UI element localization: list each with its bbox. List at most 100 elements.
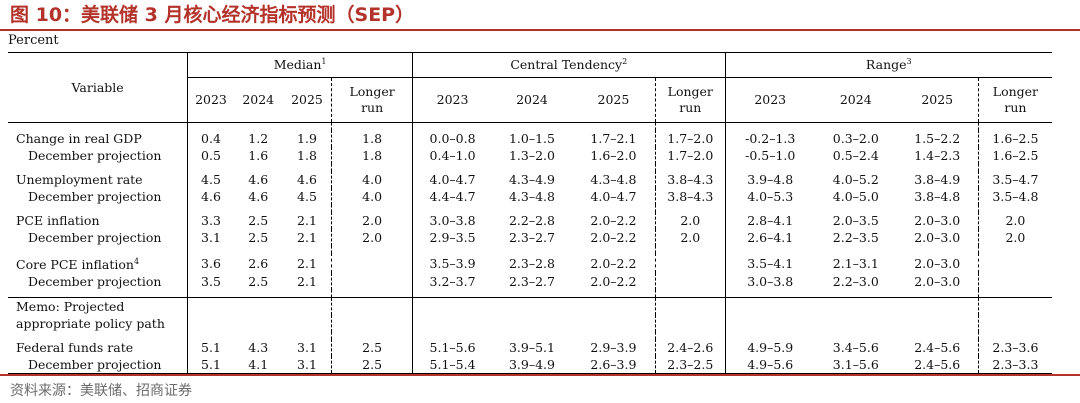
spacer-cell [234, 290, 283, 298]
range-value: 1.4–2.3 [914, 148, 961, 163]
range-value: 4.0–5.3 [724, 188, 815, 205]
spacer-cell [234, 123, 283, 131]
median-value: 4.6 [248, 172, 269, 187]
memo-cell [897, 315, 979, 332]
table-row: PCE inflation 3.3 2.5 2.1 2.0 3.0–3.8 2.2–2.8 2… [8, 212, 1052, 229]
spacer-cell [187, 164, 234, 171]
memo-cell [571, 297, 656, 316]
spacer-cell [283, 205, 332, 212]
variable-header: Variable [8, 52, 188, 123]
median-value: 3.1 [282, 356, 332, 375]
median-value: 1.8 [331, 130, 413, 147]
memo-cell [724, 315, 815, 333]
row-label-text: Change in real GDP [16, 131, 142, 146]
spacer-cell [187, 205, 234, 212]
spacer-cell [331, 164, 413, 171]
spacer-cell [492, 246, 572, 253]
memo-cell [655, 315, 726, 333]
ct-value: 3.5–3.9 [411, 253, 493, 274]
median-value: 1.9 [297, 131, 317, 146]
range-value: 3.4–5.6 [832, 340, 879, 356]
spacer-cell [572, 246, 656, 253]
median-value: 2.5 [248, 230, 269, 245]
spacer-cell [724, 164, 815, 171]
spacer-cell [492, 164, 572, 171]
range-value: 2.1–3.1 [832, 255, 879, 271]
memo-cell [815, 315, 897, 332]
spacer-cell [572, 164, 656, 171]
range-value: 4.9–5.6 [724, 356, 815, 375]
spacer-cell [283, 246, 332, 253]
spacer-cell [331, 290, 413, 298]
spacer-cell [283, 290, 332, 298]
median-value: 3.6 [187, 253, 234, 274]
memo-cell [655, 297, 726, 316]
range-value: 2.6–4.1 [724, 229, 815, 246]
row-label: PCE inflation [8, 212, 188, 229]
memo-cell [233, 297, 283, 316]
row-spacer [8, 246, 1052, 253]
median-value [331, 253, 413, 274]
ct-value: 4.3–4.8 [508, 189, 555, 204]
ct-value: 5.1–5.6 [411, 339, 493, 357]
spacer-cell [724, 122, 815, 130]
range-value: 2.3–3.3 [977, 356, 1052, 375]
ct-value [655, 273, 726, 291]
spacer-cell [724, 290, 815, 298]
ct-value: 2.6–3.9 [571, 356, 656, 375]
spacer-cell [411, 246, 493, 253]
median-value: 4.1 [233, 356, 283, 375]
spacer-cell [492, 205, 572, 212]
median-value: 2.0 [331, 212, 413, 229]
median-value: 4.6 [297, 172, 317, 187]
spacer-cell [897, 332, 979, 339]
ct-value: 4.3–4.8 [590, 172, 637, 187]
spacer-cell [655, 332, 726, 340]
range-header: Range3 [724, 52, 1052, 78]
median-value: 2.0 [331, 229, 413, 246]
row-spacer [8, 332, 1052, 340]
range-value: 2.4–5.6 [896, 356, 979, 375]
row-spacer [8, 205, 1052, 212]
title-rule [0, 29, 1080, 31]
spacer-cell [724, 246, 815, 253]
ct-value: 1.7–2.1 [590, 131, 637, 146]
row-label: December projection [8, 229, 188, 246]
ct-value: 1.7–2.0 [655, 130, 726, 147]
median-value: 2.5 [248, 274, 269, 290]
spacer-cell [655, 122, 726, 130]
memo-cell [492, 297, 572, 316]
spacer-cell [724, 205, 815, 212]
median-value: 1.8 [331, 147, 413, 164]
spacer-cell [283, 164, 332, 171]
spacer-cell [815, 332, 897, 339]
spacer-cell [411, 290, 493, 298]
spacer-cell [234, 332, 283, 339]
median-value: 5.1 [187, 356, 234, 375]
row-label-text: December projection [28, 189, 162, 204]
spacer-cell [187, 246, 234, 253]
range-value: 2.0–3.0 [914, 274, 961, 290]
range-value: 1.6–2.5 [977, 147, 1052, 164]
spacer-cell [411, 332, 493, 340]
ct-value: 2.3–2.7 [508, 274, 555, 290]
spacer-cell [234, 164, 283, 171]
spacer-cell [815, 123, 897, 131]
spacer-cell [331, 246, 413, 253]
longer-run-label-2: run [679, 100, 702, 115]
median-value [331, 273, 413, 291]
range-value [977, 253, 1052, 274]
spacer-cell [655, 290, 726, 298]
median-value: 4.0 [331, 188, 413, 205]
spacer-cell [897, 290, 979, 298]
median-value: 3.5 [187, 273, 234, 291]
spacer-cell [331, 332, 413, 340]
spacer-cell [187, 290, 234, 298]
spacer-cell [187, 122, 234, 130]
ct-value: 3.9–5.1 [508, 340, 555, 356]
range-value: 3.5–4.7 [977, 171, 1052, 188]
ct-value: 4.4–4.7 [411, 188, 493, 205]
row-label-text: December projection [28, 148, 162, 163]
range-value: 3.1–5.6 [814, 356, 897, 375]
median-value: 2.1 [297, 213, 317, 228]
